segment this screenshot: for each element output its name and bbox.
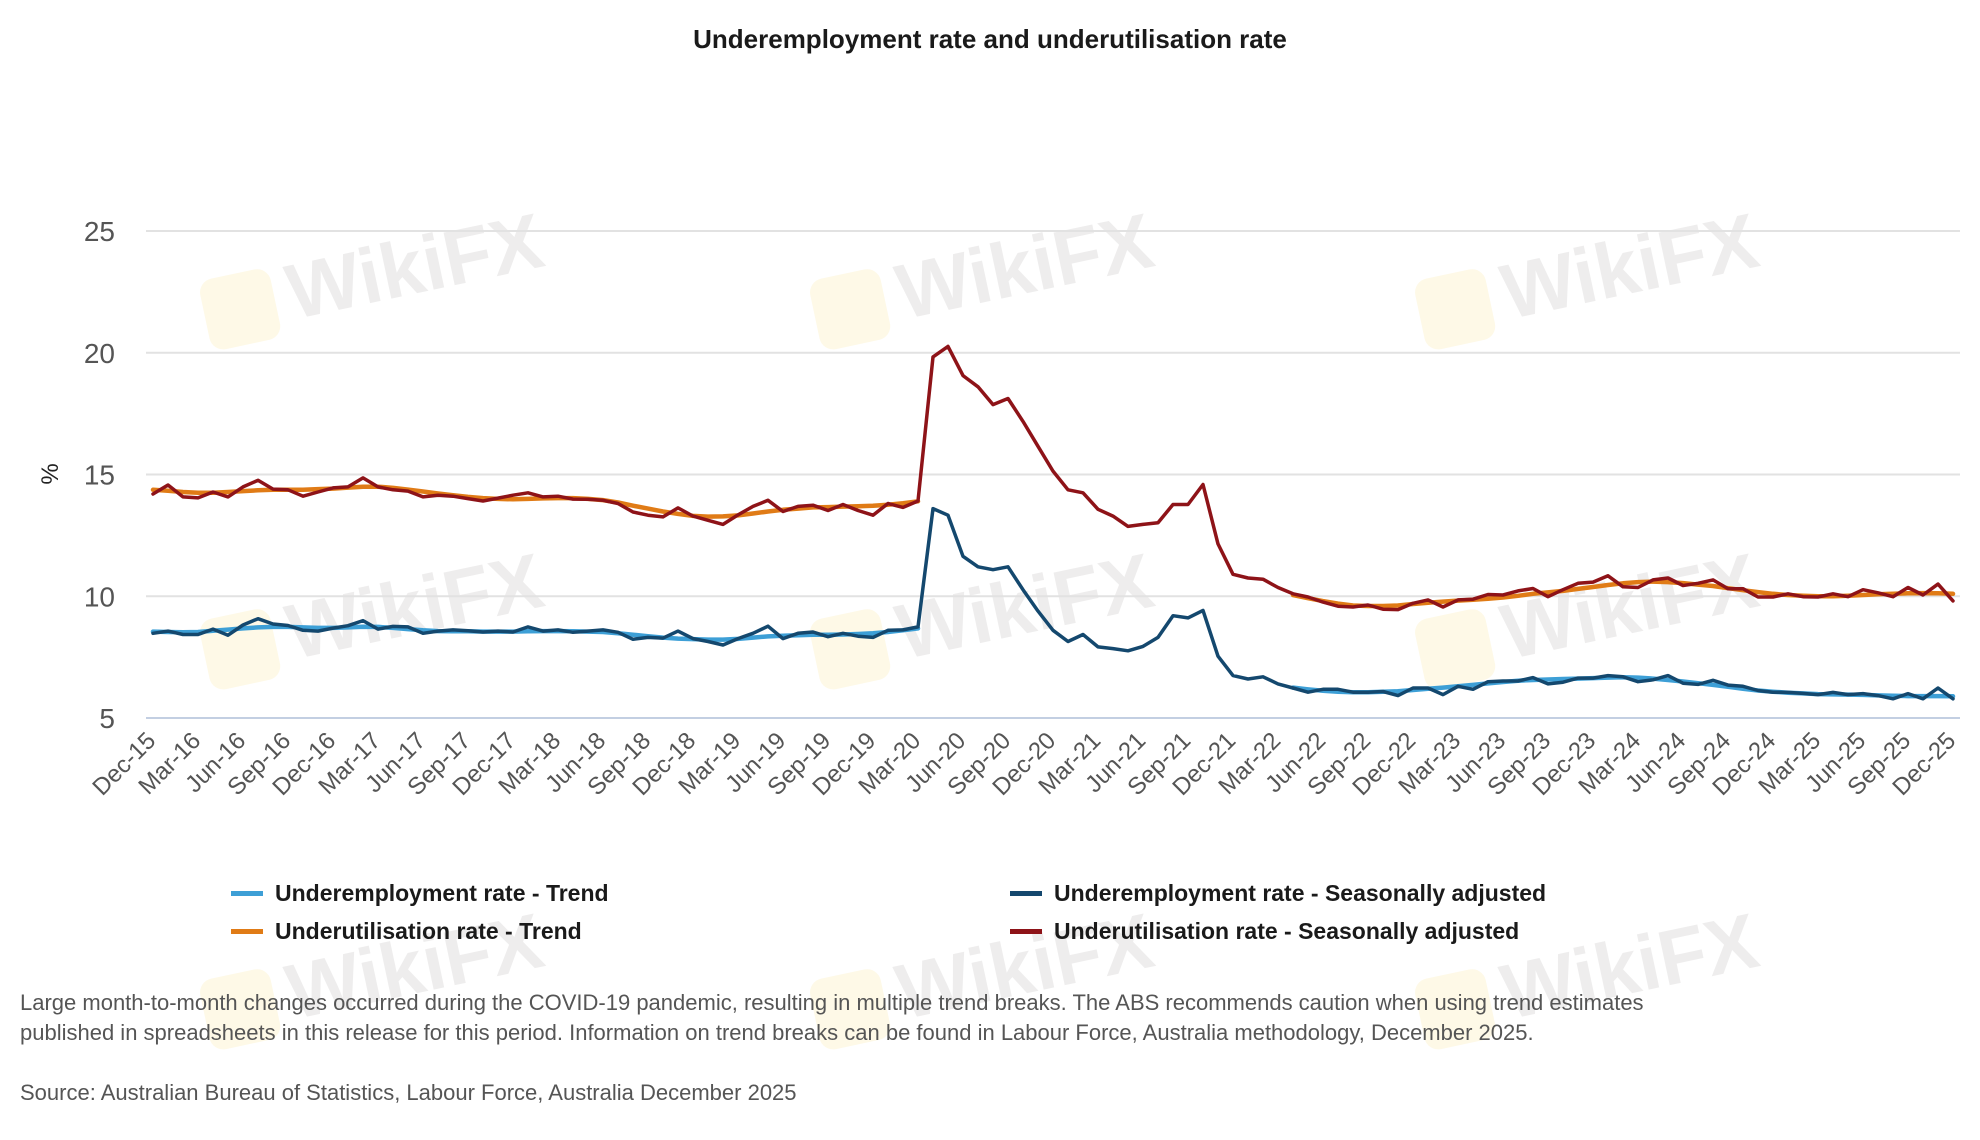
footnote-line: published in spreadsheets in this releas… [20, 1020, 1534, 1045]
legend-swatch [1010, 891, 1042, 896]
legend-item-underemployment-sa: Underemployment rate - Seasonally adjust… [1010, 880, 1546, 907]
legend-swatch [1010, 929, 1042, 934]
legend-label: Underemployment rate - Trend [275, 880, 609, 906]
y-tick-label: 5 [99, 703, 115, 734]
y-axis-ticks: 5 10 15 20 25 [84, 216, 115, 734]
legend-item-underutilisation-sa: Underutilisation rate - Seasonally adjus… [1010, 918, 1519, 945]
series-line-underutilisation-rate-seasonally-adjusted [151, 344, 1955, 612]
series-line-underutilisation-rate-trend [150, 484, 1956, 609]
series-lines [150, 344, 1956, 701]
footnote: Large month-to-month changes occurred du… [20, 988, 1644, 1048]
gridlines [146, 230, 1960, 719]
series-line-underemployment-rate-trend [150, 624, 1956, 699]
y-tick-label: 20 [84, 338, 115, 369]
source-note: Source: Australian Bureau of Statistics,… [20, 1080, 797, 1105]
legend-item-underutilisation-trend: Underutilisation rate - Trend [231, 918, 582, 945]
legend-item-underemployment-trend: Underemployment rate - Trend [231, 880, 609, 907]
y-tick-label: 25 [84, 216, 115, 247]
chart-title: Underemployment rate and underutilisatio… [693, 24, 1287, 54]
series-line-underemployment-rate-seasonally-adjusted [151, 506, 1955, 701]
footnote-line: Large month-to-month changes occurred du… [20, 990, 1644, 1015]
legend-label: Underutilisation rate - Seasonally adjus… [1054, 918, 1520, 944]
y-axis-label: % [37, 463, 64, 484]
y-tick-label: 15 [84, 460, 115, 491]
y-tick-label: 10 [84, 581, 115, 612]
legend-label: Underemployment rate - Seasonally adjust… [1054, 880, 1547, 906]
legend-swatch [231, 929, 263, 934]
x-axis-ticks: Dec-15Mar-16Jun-16Sep-16Dec-16Mar-17Jun-… [87, 727, 1961, 801]
legend-label: Underutilisation rate - Trend [275, 918, 582, 944]
legend-swatch [231, 891, 263, 896]
